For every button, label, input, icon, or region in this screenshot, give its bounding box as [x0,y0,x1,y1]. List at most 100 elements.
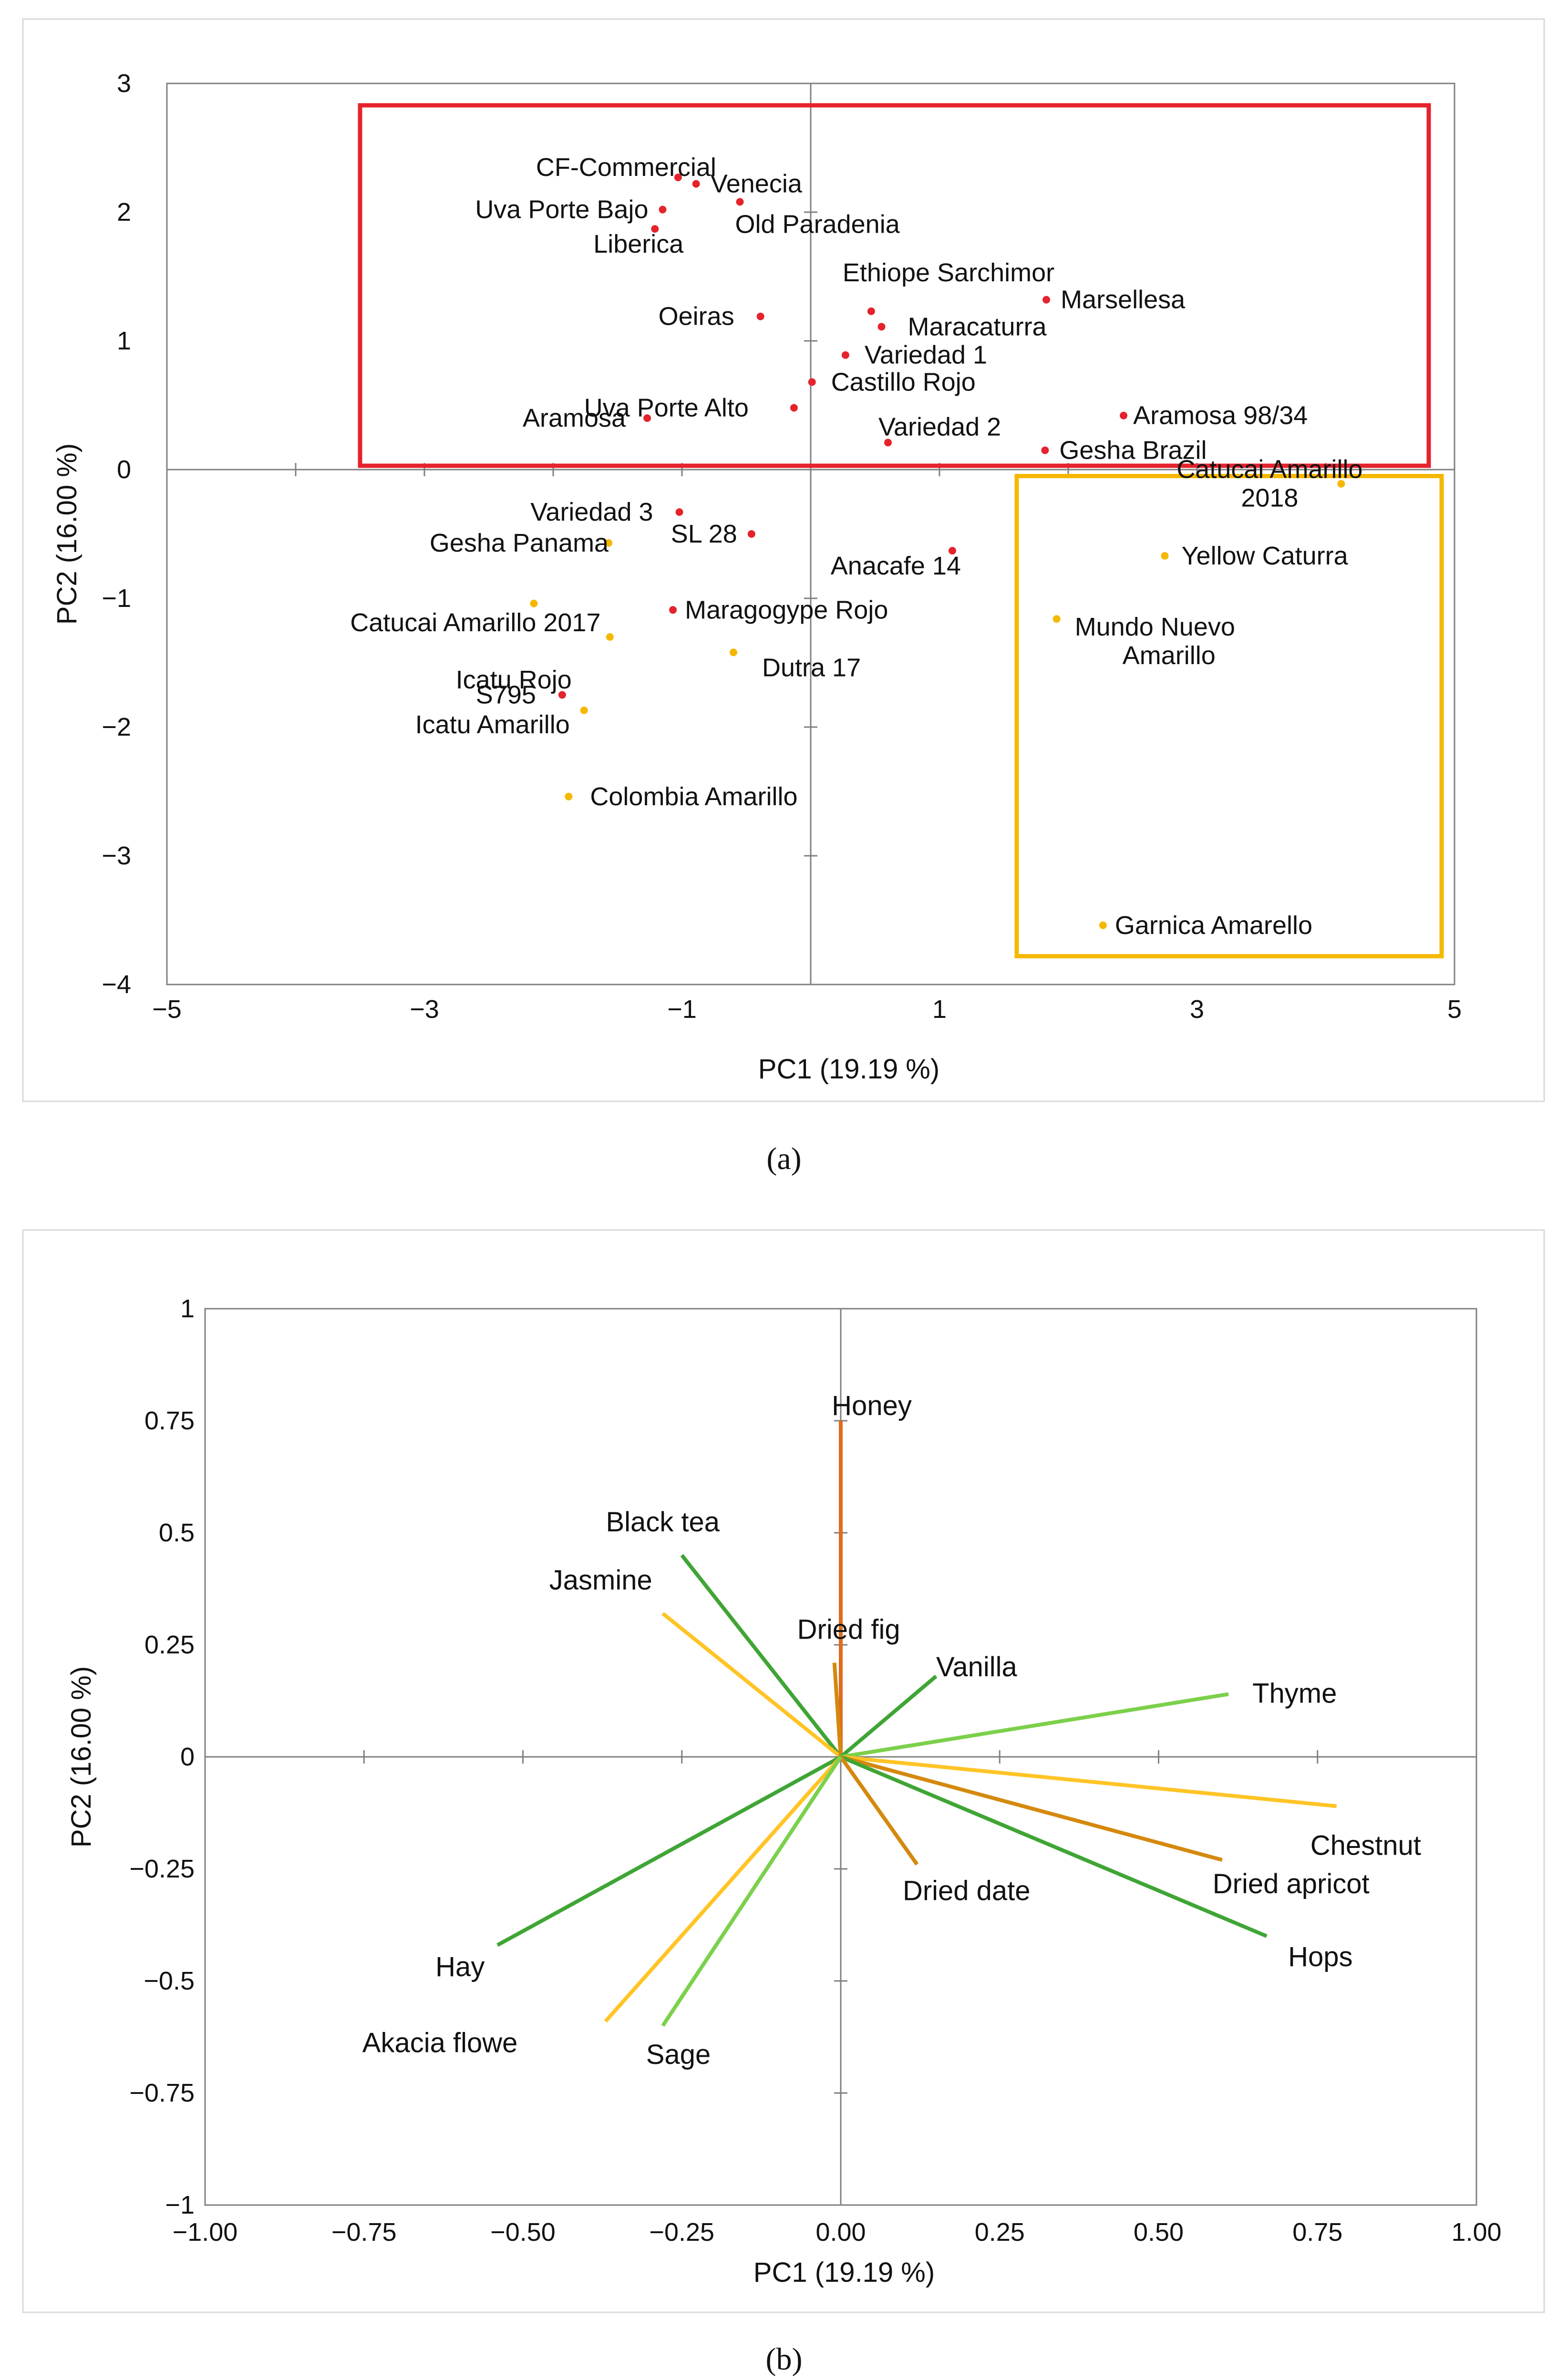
point-label-mundo-nuevo-amarillo: Mundo Nuevo Amarillo [1075,613,1235,670]
vector-label-jasmine: Jasmine [549,1565,652,1596]
point-yellow-caturra [1161,552,1169,560]
point-label-uva-porte-alto: Uva Porte Alto [584,393,749,422]
panel-a-highlight-boxes [358,103,1444,959]
vector-label-akacia-flowe: Akacia flowe [362,2028,518,2059]
panel-b-x-tick-label: −0.25 [649,2218,714,2247]
point-castillo-rojo [808,378,816,386]
panel-b-y-tick-label: −0.25 [129,1855,195,1883]
panel-a-tick-labels: −5 −3 −1 1 3 5 3 2 1 0 −1 −2 −3 −4 [102,69,1462,1024]
vector-label-chestnut: Chestnut [1310,1830,1421,1861]
panel-b-frame [22,1229,1545,2313]
vector-akacia-flowe [604,1755,842,2023]
point-label-variedad-3: Variedad 3 [530,498,653,526]
point-label-uva-porte-bajo: Uva Porte Bajo [475,195,648,224]
point-old-paradenia [736,198,744,206]
panel-b-loadings: −1.00 −0.75 −0.50 −0.25 0.00 0.25 0.50 0.75 1.00… [22,1229,1545,2313]
vector-label-dried-date: Dried date [903,1876,1031,1907]
vector-dried-fig [832,1662,843,1757]
point-label-catucai-amarillo-2017: Catucai Amarillo 2017 [350,608,600,637]
caption-b: (b) [766,2342,803,2377]
point-sl-28 [747,530,755,538]
point-ethiope-sarchimor [867,307,875,315]
point-label-maragogype-rojo: Maragogype Rojo [685,595,888,624]
point-garnica-amarello [1099,921,1107,929]
point-variedad-2 [884,439,892,447]
panel-a-x-tick-label: 1 [932,995,947,1024]
point-s795 [558,691,566,699]
point-maragogype-rojo [669,606,677,614]
point-maracaturra [877,323,886,331]
point-liberica [651,225,659,233]
panel-b-y-axis-title: PC2 (16.00 %) [66,1666,97,1847]
point-icatu-rojo [606,633,614,641]
panel-a-y-tick-label: 1 [117,327,131,355]
panel-b-y-tick-label: −0.75 [129,2079,195,2107]
panel-a-y-tick-label: −2 [102,713,131,741]
point-catucai-amarillo-2018 [1337,480,1345,488]
point-uva-porte-bajo [659,205,667,214]
panel-a-x-tick-label: 3 [1190,995,1204,1024]
vector-sage [661,1755,843,2027]
point-catucai-amarillo-2017 [530,599,538,607]
point-label-yellow-caturra: Yellow Caturra [1182,542,1349,570]
point-label-garnica-amarello: Garnica Amarello [1115,911,1312,940]
point-dutra-17 [730,648,737,657]
point-label-colombia-amarillo: Colombia Amarillo [590,782,797,811]
vector-hay [496,1755,842,1947]
point-venecia [692,180,700,188]
point-anacafe-14 [949,547,956,555]
vector-jasmine [661,1612,842,1759]
point-label-maracaturra: Maracaturra [908,312,1047,341]
panel-b-x-tick-label: 1.00 [1451,2218,1501,2247]
vector-label-hops: Hops [1288,1941,1352,1972]
panel-b-y-tick-label: 0 [180,1743,195,1771]
vector-label-sage: Sage [646,2039,711,2070]
vector-label-hay: Hay [435,1951,485,1982]
vector-label-black-tea: Black tea [606,1507,720,1538]
point-label-variedad-2: Variedad 2 [878,412,1001,441]
vector-dried-apricot [840,1755,1223,1862]
point-label-old-paradenia: Old Paradenia [735,210,900,238]
point-label-dutra-17: Dutra 17 [762,653,861,682]
vector-vanilla [839,1674,938,1759]
vector-label-thyme: Thyme [1252,1678,1337,1709]
panel-a-y-tick-label: 2 [117,198,131,226]
point-label-oeiras: Oeiras [659,302,734,331]
point-variedad-1 [841,351,849,359]
panel-b-vectors [496,1421,1337,2027]
panel-a-x-tick-label: −5 [152,995,182,1024]
point-variedad-3 [675,508,683,516]
point-label-sl-28: SL 28 [671,520,737,548]
vector-dried-date [839,1755,919,1866]
point-cf-commercial [674,174,682,182]
point-label-gesha-panama: Gesha Panama [430,529,609,557]
panel-b-x-tick-label: −1.00 [173,2218,238,2247]
point-oeiras [756,312,764,320]
panel-b-tick-labels: −1.00 −0.75 −0.50 −0.25 0.00 0.25 0.50 0.75 1.00… [129,1294,1501,2247]
panel-b-y-tick-label: −1 [165,2191,195,2219]
panel-b-x-tick-label: 0.25 [975,2218,1025,2247]
point-aramosa [643,414,651,422]
point-label-cf-commercial: CF-Commercial [536,153,716,182]
point-label-gesha-brazil: Gesha Brazil [1059,436,1207,465]
panel-a-x-tick-label: 5 [1447,995,1462,1024]
vector-label-dried-apricot: Dried apricot [1213,1868,1370,1899]
point-label-aramosa-98-34: Aramosa 98/34 [1133,401,1308,430]
panel-a-y-tick-label: −1 [102,584,131,613]
point-label-aramosa: Aramosa [523,404,626,432]
panel-b-x-axis-title: PC1 (19.19 %) [753,2257,935,2288]
point-gesha-brazil [1041,446,1049,454]
panel-a-y-axis-title: PC2 (16.00 %) [52,443,83,625]
panel-b-x-tick-label: −0.50 [490,2218,556,2247]
panel-b-x-tick-label: 0.50 [1134,2218,1184,2247]
highlight-box-orange [1014,474,1444,959]
point-label-anacafe-14: Anacafe 14 [831,552,961,580]
panel-b-x-tick-label: 0.75 [1292,2218,1342,2247]
panel-b-y-tick-label: 0.5 [159,1518,195,1547]
caption-a: (a) [766,1141,801,1176]
panel-b-x-tick-label: −0.75 [331,2218,397,2247]
point-label-icatu-amarillo: Icatu Amarillo [415,710,570,739]
panel-a-y-tick-label: −4 [102,970,131,999]
point-label-ethiope-sarchimor: Ethiope Sarchimor [843,258,1054,287]
